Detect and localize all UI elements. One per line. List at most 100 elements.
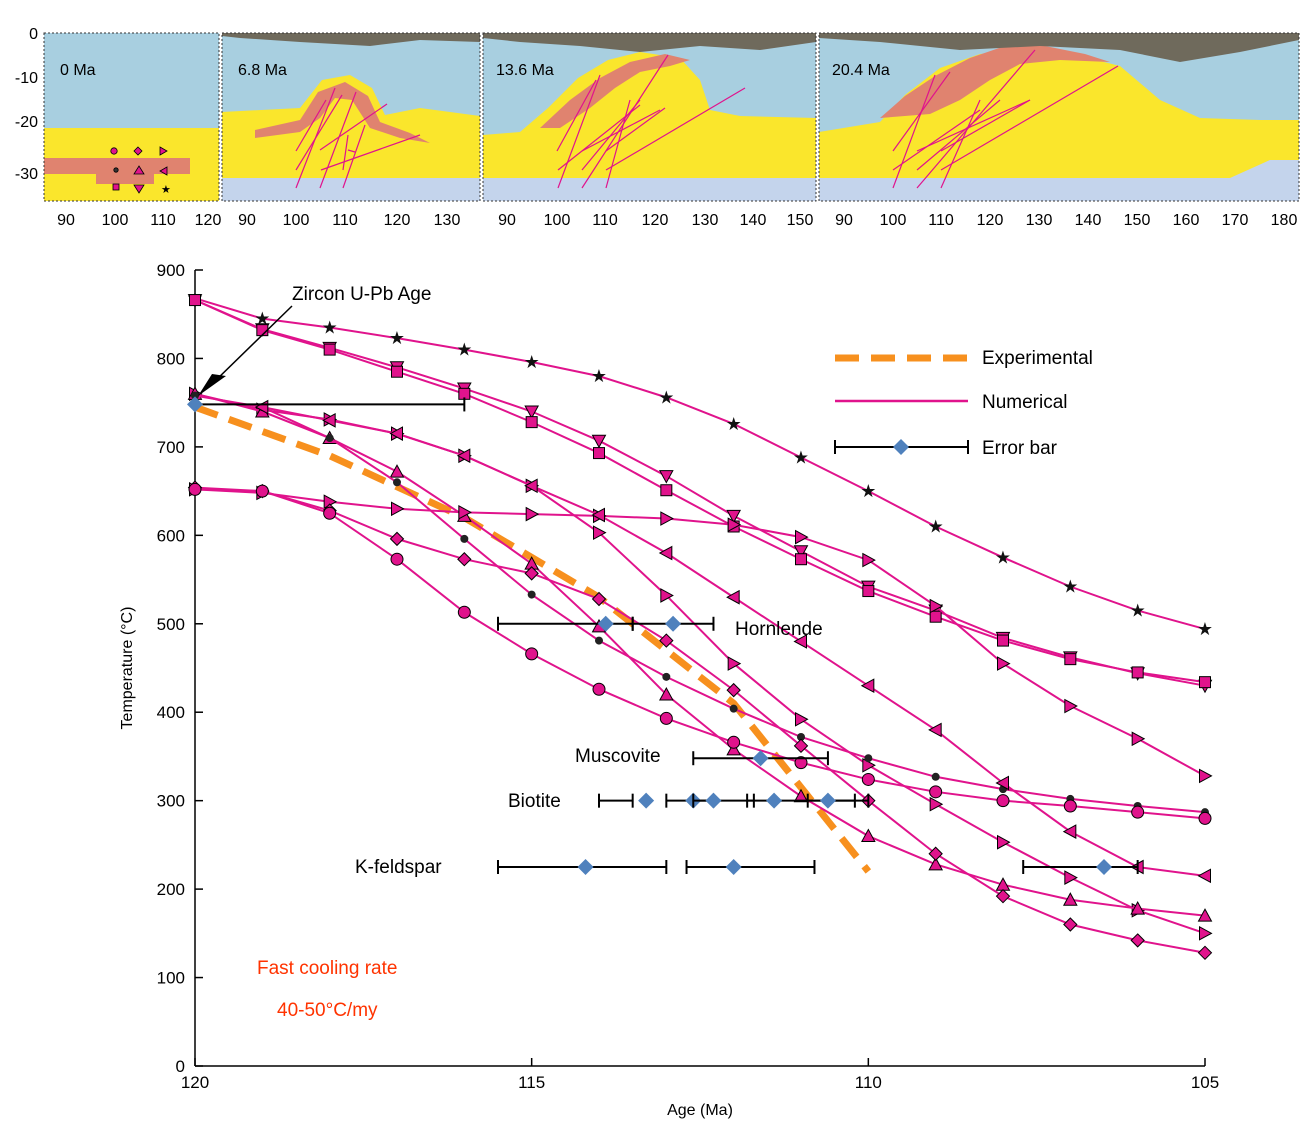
data-point-star: ★ bbox=[928, 516, 944, 536]
data-point-triangle-right bbox=[1199, 768, 1213, 784]
y-tick-label: 900 bbox=[157, 261, 185, 280]
data-point-square bbox=[525, 416, 538, 429]
data-point-triangle-left bbox=[726, 589, 740, 605]
panel-6-8ma: 6.8 Ma 90 100 110 120 130 bbox=[221, 32, 481, 229]
data-point-triangle-left bbox=[591, 507, 605, 523]
panel-x-tick: 130 bbox=[434, 212, 461, 229]
numerical-series-dot bbox=[191, 391, 1209, 817]
panel-y-tick: -10 bbox=[15, 70, 38, 87]
error-bar-biotite bbox=[806, 792, 870, 809]
data-point-dot bbox=[797, 732, 805, 741]
panel-x-tick: 110 bbox=[332, 212, 358, 229]
y-tick-label: 500 bbox=[157, 615, 185, 634]
numerical-curve bbox=[194, 299, 1206, 684]
data-point-star: ★ bbox=[995, 547, 1011, 567]
panel-x-tick: 100 bbox=[544, 212, 571, 229]
data-point-circle bbox=[929, 785, 943, 799]
y-tick-label: 400 bbox=[157, 703, 185, 722]
data-point-triangle-left bbox=[793, 634, 807, 649]
numerical-series-triright2 bbox=[189, 482, 1213, 784]
sediment-layer bbox=[222, 33, 480, 46]
panel-x-tick: 180 bbox=[1271, 212, 1298, 229]
data-point-dot bbox=[662, 672, 671, 681]
panel-x-axis: 90 100 110 120 130 140 150 160 170 180 bbox=[835, 212, 1297, 229]
data-point-square bbox=[862, 585, 875, 598]
panel-x-tick: 110 bbox=[150, 212, 176, 229]
panel-x-tick: 120 bbox=[642, 212, 669, 229]
data-point-triangle-up bbox=[928, 856, 944, 871]
legend-label-numerical: Numerical bbox=[982, 392, 1068, 413]
cross-section-panels: 0 -10 -20 -30 ★ 0 Ma 90 100 110 120 bbox=[15, 26, 1300, 229]
zircon-pointer-line bbox=[211, 305, 293, 385]
numerical-curve bbox=[194, 392, 1206, 935]
panel-x-axis: 90 100 110 120 bbox=[57, 212, 221, 229]
data-point-square bbox=[660, 484, 673, 497]
error-bar-marker bbox=[819, 792, 836, 809]
panel-x-axis: 90 100 110 120 130 bbox=[238, 212, 460, 229]
data-point-circle bbox=[188, 482, 202, 496]
data-point-diamond bbox=[1197, 945, 1213, 960]
data-point-diamond bbox=[1130, 933, 1145, 948]
panel-x-tick: 110 bbox=[928, 212, 954, 229]
panel-x-tick: 130 bbox=[692, 212, 719, 229]
panel-x-tick: 160 bbox=[1173, 212, 1200, 229]
data-point-dot bbox=[393, 478, 401, 487]
biotite-label: Biotite bbox=[508, 791, 561, 812]
data-point-triangle-left bbox=[658, 545, 673, 561]
data-point-circle bbox=[592, 682, 606, 696]
panel-x-tick: 90 bbox=[835, 212, 853, 229]
panel-x-tick: 170 bbox=[1222, 212, 1249, 229]
data-point-triangle-right bbox=[862, 552, 876, 568]
lower-crust-layer bbox=[819, 160, 1299, 201]
data-point-star: ★ bbox=[1130, 601, 1146, 621]
numerical-series-trileft bbox=[254, 399, 1211, 884]
data-point-square bbox=[929, 610, 942, 623]
molten-layer bbox=[540, 54, 690, 128]
panel-y-axis: 0 -10 -20 -30 bbox=[15, 26, 38, 183]
data-point-triangle-right bbox=[1199, 925, 1213, 941]
data-point-triangle-right bbox=[458, 504, 472, 520]
y-tick-label: 600 bbox=[157, 526, 185, 545]
panel-x-tick: 150 bbox=[787, 212, 814, 229]
data-point-star: ★ bbox=[591, 366, 607, 386]
data-point-triangle-right bbox=[1131, 731, 1146, 747]
y-axis-title: Temperature (°C) bbox=[119, 607, 136, 730]
y-tick-label: 100 bbox=[157, 969, 185, 988]
data-point-square bbox=[1199, 676, 1211, 689]
data-point-dot bbox=[191, 391, 199, 400]
data-point-square bbox=[593, 447, 605, 460]
panel-y-tick: -30 bbox=[15, 166, 38, 183]
panel-x-tick: 110 bbox=[592, 212, 618, 229]
data-point-triangle-up bbox=[658, 686, 674, 701]
y-tick-label: 800 bbox=[157, 349, 185, 368]
data-point-diamond bbox=[726, 682, 741, 698]
data-point-star: ★ bbox=[322, 317, 338, 337]
error-bar-marker bbox=[577, 859, 594, 875]
data-point-triangle-right bbox=[391, 501, 405, 517]
data-point-triangle-left bbox=[995, 775, 1009, 791]
data-point-triangle-left bbox=[322, 413, 336, 428]
numerical-curve bbox=[194, 392, 1206, 917]
particle-paths bbox=[295, 87, 421, 189]
molten-layer bbox=[96, 166, 154, 184]
error-bar-marker bbox=[597, 615, 614, 632]
numerical-series-triright bbox=[189, 386, 1213, 941]
data-point-star: ★ bbox=[793, 448, 809, 468]
panel-x-tick: 130 bbox=[1026, 212, 1053, 229]
data-point-diamond bbox=[995, 888, 1011, 904]
panel-x-tick: 90 bbox=[498, 212, 516, 229]
data-point-star: ★ bbox=[1062, 577, 1078, 597]
panel-frame bbox=[221, 32, 481, 202]
error-bar-hornblende bbox=[497, 615, 634, 632]
error-bar-marker bbox=[752, 750, 769, 767]
molten-layer bbox=[255, 82, 430, 143]
data-point-square bbox=[323, 343, 336, 356]
numerical-curve bbox=[194, 486, 1206, 954]
panel-frame bbox=[482, 32, 817, 202]
data-point-triangle-left bbox=[928, 722, 942, 738]
data-point-star: ★ bbox=[389, 328, 405, 348]
data-point-square bbox=[997, 634, 1009, 647]
numerical-curve bbox=[194, 488, 1206, 777]
panel-x-axis: 90 100 110 120 130 140 150 bbox=[498, 212, 813, 229]
